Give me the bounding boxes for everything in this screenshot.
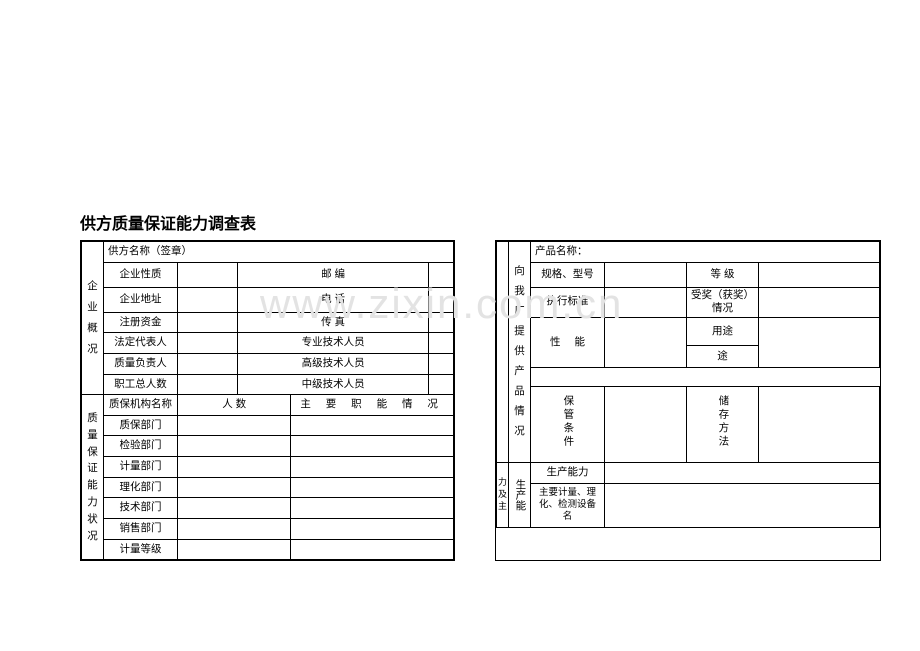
dept-phys-duty — [291, 477, 454, 498]
dept-tech-label: 技术部门 — [104, 498, 178, 519]
left-table: 企业概况 供方名称（签章） 企业性质 邮 编 企业地址 电 话 注册资金 传 真 — [80, 240, 455, 561]
dept-qa-ppl — [178, 415, 291, 436]
dept-tech-duty — [291, 498, 454, 519]
use-val — [759, 317, 880, 367]
dept-tech-ppl — [178, 498, 291, 519]
supplier-name-label: 供方名称（签章） — [104, 242, 454, 263]
tel-label: 电 话 — [238, 287, 429, 312]
section-c-header: 向我厂提供产品情况 — [509, 242, 531, 463]
use-label2: 途 — [687, 345, 759, 367]
level-label: 计量等级 — [104, 539, 178, 560]
postal-val — [429, 262, 454, 287]
dept-metro-duty — [291, 457, 454, 478]
postal-label: 邮 编 — [238, 262, 429, 287]
spec-val — [605, 262, 687, 287]
prof-tech-label: 专业技术人员 — [238, 333, 429, 354]
quality-mgr-val — [178, 353, 238, 374]
equip-label: 主要计量、理化、检测设备名 — [531, 483, 605, 527]
section-d-header: 生产能 — [509, 462, 531, 527]
prod-cap-label: 生产能力 — [531, 462, 605, 483]
award-label: 受奖（获奖）情况 — [687, 287, 759, 317]
address-label: 企业地址 — [104, 287, 178, 312]
company-nature-label: 企业性质 — [104, 262, 178, 287]
dept-sales-label: 销售部门 — [104, 519, 178, 540]
level-duty — [291, 539, 454, 560]
mid-tech-label: 中级技术人员 — [238, 374, 429, 395]
emp-total-label: 职工总人数 — [104, 374, 178, 395]
storage-method-label: 储存方法 — [687, 386, 759, 462]
duties-label: 主 要 职 能 情 况 — [291, 395, 454, 416]
prod-cap-val — [605, 462, 880, 483]
standard-label: 执行标准 — [531, 287, 605, 317]
emp-total-val — [178, 374, 238, 395]
page-title: 供方质量保证能力调查表 — [80, 210, 256, 234]
cut-col1 — [497, 242, 509, 463]
section-b-header: 质量保证能力状况 — [82, 395, 104, 560]
level-ppl — [178, 539, 291, 560]
right-table: 向我厂提供产品情况 产品名称： 规格、型号 等 级 执行标准 受奖（获奖）情况 … — [495, 240, 881, 561]
dept-metro-label: 计量部门 — [104, 457, 178, 478]
perf-val — [605, 317, 687, 367]
reg-capital-val — [178, 312, 238, 333]
senior-tech-label: 高级技术人员 — [238, 353, 429, 374]
storage-cond-label: 保管条件 — [531, 386, 605, 462]
perf-label: 性能 — [531, 317, 605, 367]
mid-tech-val — [429, 374, 454, 395]
dept-qa-duty — [291, 415, 454, 436]
use-label: 用途 — [687, 317, 759, 345]
legal-rep-label: 法定代表人 — [104, 333, 178, 354]
qa-org-label: 质保机构名称 — [104, 395, 178, 416]
fax-label: 传 真 — [238, 312, 429, 333]
reg-capital-label: 注册资金 — [104, 312, 178, 333]
section-a-header: 企业概况 — [82, 242, 104, 395]
dept-sales-ppl — [178, 519, 291, 540]
dept-inspect-label: 检验部门 — [104, 436, 178, 457]
award-val — [759, 287, 880, 317]
dept-metro-ppl — [178, 457, 291, 478]
tel-val — [429, 287, 454, 312]
product-name-label: 产品名称： — [531, 242, 880, 263]
grade-val — [759, 262, 880, 287]
spec-label: 规格、型号 — [531, 262, 605, 287]
legal-rep-val — [178, 333, 238, 354]
dept-sales-duty — [291, 519, 454, 540]
quality-mgr-label: 质量负责人 — [104, 353, 178, 374]
equip-val — [605, 483, 880, 527]
dept-phys-ppl — [178, 477, 291, 498]
grade-label: 等 级 — [687, 262, 759, 287]
storage-method-val — [759, 386, 880, 462]
tables-container: 企业概况 供方名称（签章） 企业性质 邮 编 企业地址 电 话 注册资金 传 真 — [80, 240, 881, 561]
people-label: 人 数 — [178, 395, 291, 416]
fax-val — [429, 312, 454, 333]
address-val — [178, 287, 238, 312]
storage-cond-val — [605, 386, 687, 462]
dept-qa-label: 质保部门 — [104, 415, 178, 436]
company-nature-val — [178, 262, 238, 287]
senior-tech-val — [429, 353, 454, 374]
dept-inspect-duty — [291, 436, 454, 457]
dept-phys-label: 理化部门 — [104, 477, 178, 498]
standard-val — [605, 287, 687, 317]
dept-inspect-ppl — [178, 436, 291, 457]
cut-col2: 力及主 — [497, 462, 509, 527]
prof-tech-val — [429, 333, 454, 354]
